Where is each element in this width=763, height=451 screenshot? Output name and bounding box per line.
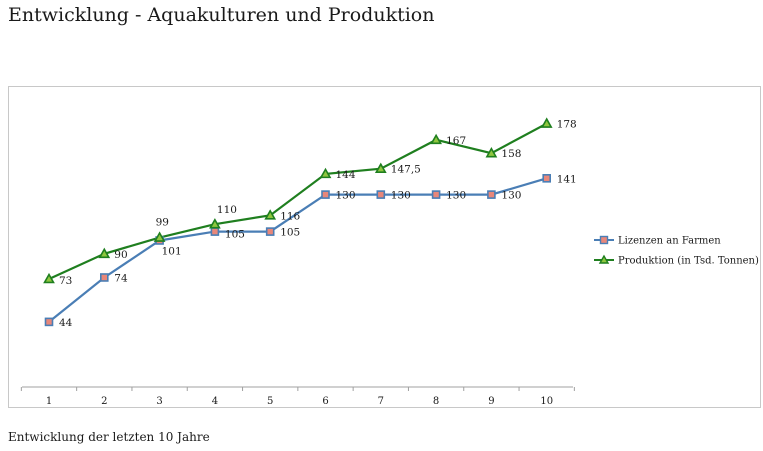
x-tick-label: 8: [433, 396, 439, 407]
data-point-produktion: [153, 231, 166, 242]
data-point-lizenzen: [210, 227, 220, 236]
x-tick-label: 9: [488, 396, 494, 407]
chart-frame: [8, 86, 761, 408]
x-tick-label: 4: [212, 396, 218, 407]
data-point-produktion: [540, 117, 553, 128]
data-label: 116: [280, 210, 300, 222]
data-point-lizenzen: [321, 190, 330, 199]
legend-marker-square: [599, 235, 609, 245]
chart-caption: Entwicklung der letzten 10 Jahre: [8, 430, 210, 444]
data-point-lizenzen: [265, 227, 275, 236]
data-label: 44: [59, 317, 73, 329]
x-tick-label: 7: [378, 396, 384, 407]
series-line-1: [48, 177, 548, 323]
data-point-lizenzen: [487, 190, 496, 199]
data-label: 144: [336, 169, 356, 181]
data-label: 178: [557, 119, 577, 131]
x-tick-label: 6: [322, 396, 328, 407]
data-label: 105: [280, 227, 300, 239]
data-point-produktion: [264, 209, 277, 220]
data-point-produktion: [430, 133, 442, 145]
data-point-produktion: [98, 247, 111, 259]
data-point-lizenzen: [542, 174, 552, 183]
data-label: 167: [446, 135, 466, 147]
data-label: 105: [225, 229, 245, 241]
page-title: Entwicklung - Aquakulturen und Produktio…: [8, 4, 435, 26]
data-point-lizenzen: [44, 317, 54, 327]
x-tick-label: 3: [156, 396, 162, 407]
data-label: 158: [501, 148, 521, 160]
x-tick-label: 1: [46, 396, 52, 407]
data-point-produktion: [209, 218, 221, 229]
data-label: 74: [114, 272, 128, 284]
data-label: 99: [156, 216, 169, 228]
data-point-produktion: [319, 167, 332, 179]
data-label: 130: [446, 190, 466, 202]
data-label: 130: [391, 190, 411, 202]
data-point-lizenzen: [376, 190, 386, 199]
data-label: 73: [59, 275, 72, 287]
x-tick-label: 2: [101, 396, 107, 407]
legend-label: Produktion (in Tsd. Tonnen): [618, 256, 759, 267]
x-tick-label: 10: [540, 396, 553, 407]
data-label: 101: [162, 246, 182, 258]
data-label: 130: [501, 190, 521, 202]
x-tick-label: 5: [267, 396, 273, 407]
data-point-produktion: [374, 162, 387, 173]
data-label: 90: [114, 249, 127, 261]
series-line-2: [48, 122, 548, 280]
data-label: 141: [557, 173, 577, 185]
data-label: 130: [336, 190, 356, 202]
data-point-produktion: [43, 272, 55, 284]
legend-marker-triangle: [598, 254, 610, 264]
data-point-produktion: [485, 147, 498, 158]
data-label: 110: [217, 204, 237, 216]
data-point-lizenzen: [431, 190, 441, 199]
legend-label: Lizenzen an Farmen: [618, 236, 721, 247]
data-label: 147,5: [391, 164, 421, 176]
data-point-lizenzen: [100, 273, 109, 282]
